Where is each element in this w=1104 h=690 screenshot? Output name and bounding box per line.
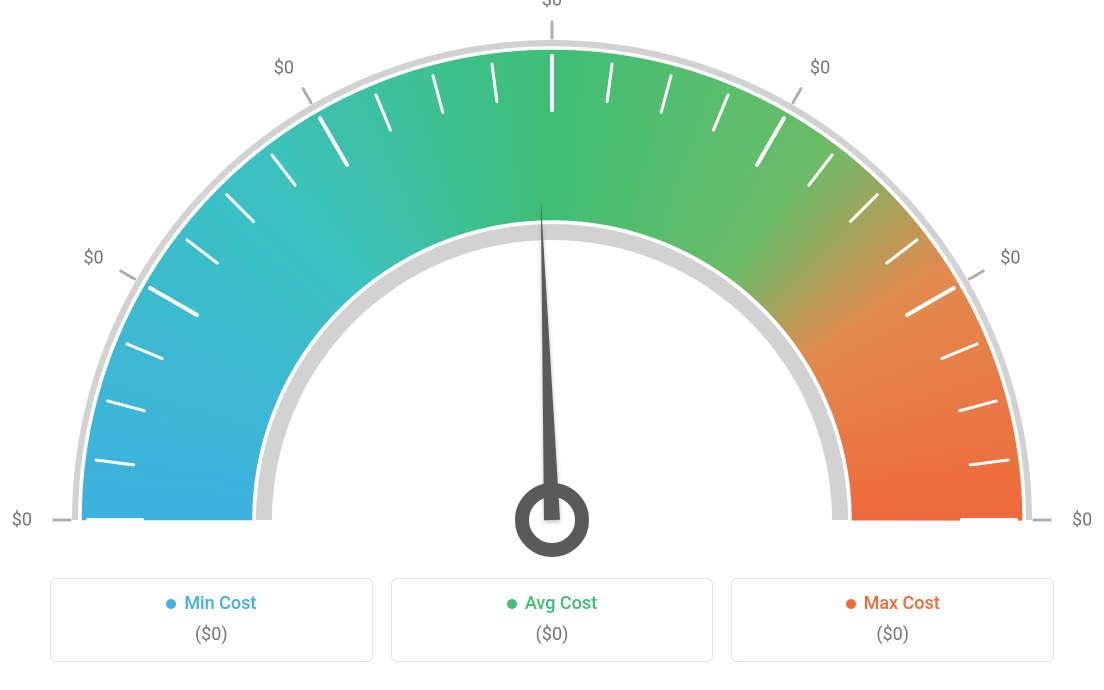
legend-value-max: ($0): [742, 624, 1043, 645]
legend-value-avg: ($0): [402, 624, 703, 645]
gauge-svg: [0, 0, 1104, 560]
legend-card-max: Max Cost ($0): [731, 578, 1054, 662]
legend-card-min: Min Cost ($0): [50, 578, 373, 662]
gauge-tick-label: $0: [1072, 510, 1092, 531]
gauge-tick-label: $0: [83, 247, 103, 268]
legend-header: Avg Cost: [402, 593, 703, 614]
legend-dot-min: [166, 599, 176, 609]
legend-header: Max Cost: [742, 593, 1043, 614]
gauge-tick-label: $0: [810, 57, 830, 78]
legend-row: Min Cost ($0) Avg Cost ($0) Max Cost ($0…: [50, 578, 1054, 662]
legend-value-min: ($0): [61, 624, 362, 645]
legend-dot-avg: [507, 599, 517, 609]
gauge-chart: $0 $0 $0 $0 $0 $0 $0: [0, 0, 1104, 560]
legend-label-avg: Avg Cost: [525, 593, 597, 614]
legend-card-avg: Avg Cost ($0): [391, 578, 714, 662]
gauge-tick-label: $0: [542, 0, 562, 11]
gauge-tick-label: $0: [1000, 247, 1020, 268]
legend-dot-max: [846, 599, 856, 609]
chart-container: $0 $0 $0 $0 $0 $0 $0 Min Cost ($0) Avg Cost ($…: [0, 0, 1104, 690]
legend-header: Min Cost: [61, 593, 362, 614]
gauge-tick-label: $0: [274, 57, 294, 78]
gauge-tick-label: $0: [12, 510, 32, 531]
legend-label-min: Min Cost: [184, 593, 256, 614]
legend-label-max: Max Cost: [864, 593, 940, 614]
